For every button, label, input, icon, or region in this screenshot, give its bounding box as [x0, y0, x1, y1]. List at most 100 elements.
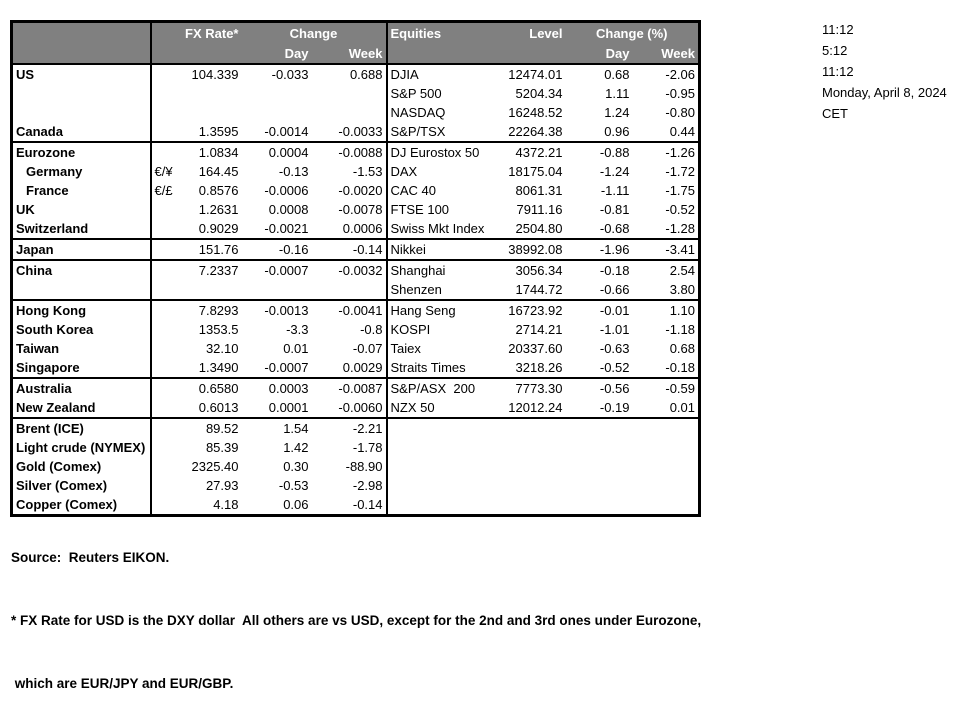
fx-pair-cell	[150, 299, 184, 320]
equity-name-cell: Nikkei	[385, 238, 500, 260]
fx-rate-cell: 151.76	[183, 238, 242, 260]
footnotes: Source: Reuters EIKON. * FX Rate for USD…	[11, 505, 701, 715]
market-name-cell: China	[11, 259, 152, 280]
equity-level-cell: 3056.34	[499, 259, 566, 280]
equity-level-cell: 18175.04	[508, 164, 563, 179]
equity-change-week-cell: 0.44	[669, 124, 695, 139]
equity-change-day-cell: 0.96	[604, 124, 630, 139]
equity-change-week-cell: 3.80	[669, 282, 695, 297]
fx-change-day-cell: -3.3	[286, 322, 309, 337]
equity-change-day-cell	[566, 438, 633, 457]
fx-change-week-cell: -0.0020	[338, 183, 383, 198]
eq-day-header: Day	[565, 44, 633, 65]
table-row: Germany €/¥ 164.45 -0.13 -1.53 DAX 18175…	[11, 162, 700, 181]
fx-pair-cell	[151, 438, 184, 457]
fx-pair-cell	[151, 200, 184, 219]
equity-name-cell: Shenzen	[385, 280, 500, 300]
fx-change-day-cell	[242, 280, 312, 300]
fx-rate-cell: 7.8293	[183, 299, 242, 320]
fx-rate-cell: 4.18	[213, 497, 239, 512]
fx-rate-cell: 7.2337	[183, 259, 242, 280]
equity-name-cell: Hang Seng	[385, 299, 500, 320]
header-row-2: Day Week Day Week	[11, 44, 700, 65]
header-row-1: FX Rate* Change Equities Level Change (%…	[11, 21, 700, 44]
fx-change-day-cell: -0.0007	[241, 259, 312, 280]
table-row: Gold (Comex) 2325.40 0.30 -88.90	[11, 457, 700, 476]
equity-change-day-cell: 1.24	[604, 105, 630, 120]
equity-level-cell: 20337.60	[508, 341, 563, 356]
equity-change-day-cell	[565, 417, 633, 438]
equity-name-cell: Taiex	[385, 339, 500, 358]
equity-change-day-cell: -1.24	[599, 164, 630, 179]
fx-change-day-cell: 0.0001	[268, 400, 309, 415]
fx-change-week-cell: 0.0029	[342, 360, 383, 375]
market-name-cell: Switzerland	[11, 219, 152, 239]
blank-header-cell	[183, 44, 242, 65]
equity-name-cell: Straits Times	[385, 358, 500, 378]
equity-name-cell: Swiss Mkt Index	[385, 219, 500, 239]
fx-rate-cell: 104.339	[191, 67, 239, 82]
source-line: Source: Reuters EIKON.	[11, 550, 170, 565]
fx-pair-cell	[151, 358, 184, 378]
market-name-cell	[11, 103, 152, 122]
equity-level-cell: 3218.26	[515, 360, 563, 375]
fx-rate-cell: 85.39	[205, 440, 239, 455]
fx-rate-cell	[184, 280, 242, 300]
fx-rate-cell: 0.9029	[198, 221, 239, 236]
equity-level-cell: 12012.24	[508, 400, 563, 415]
fx-pair-cell	[151, 103, 184, 122]
table-row: Brent (ICE) 89.52 1.54 -2.21	[11, 417, 700, 438]
fx-rate-cell: 0.8576	[198, 183, 239, 198]
equity-level-cell: 4372.21	[499, 141, 566, 162]
equity-change-week-cell: -0.59	[632, 377, 700, 398]
equities-header: Equities	[385, 21, 500, 44]
equity-change-day-cell: -0.19	[599, 400, 630, 415]
fx-change-day-cell	[242, 103, 312, 122]
equity-name-cell	[385, 495, 500, 516]
equity-change-week-cell: -1.72	[665, 164, 695, 179]
fx-rate-cell: 1.3490	[198, 360, 239, 375]
market-name-cell: New Zealand	[11, 398, 152, 418]
equity-change-day-cell: 0.68	[604, 67, 630, 82]
fx-rate-cell: 32.10	[205, 341, 239, 356]
fx-change-week-cell	[312, 84, 387, 103]
table-row: China 7.2337 -0.0007 -0.0032 Shanghai 30…	[11, 259, 700, 280]
equity-level-cell: 1744.72	[515, 282, 563, 297]
equity-name-cell: Shanghai	[385, 259, 500, 280]
equity-level-cell	[499, 417, 566, 438]
table-row: South Korea 1353.5 -3.3 -0.8 KOSPI 2714.…	[11, 320, 700, 339]
fx-rate-cell: 164.45	[198, 164, 239, 179]
equity-change-day-cell: -0.68	[599, 221, 630, 236]
fx-change-day-cell: -0.16	[241, 238, 312, 260]
table-row: NASDAQ 16248.52 1.24 -0.80	[11, 103, 700, 122]
equity-name-cell: KOSPI	[385, 320, 500, 339]
equity-level-cell: 7773.30	[499, 377, 566, 398]
fx-note-line-1: * FX Rate for USD is the DXY dollar All …	[11, 613, 702, 628]
fx-change-day-cell: 1.42	[283, 440, 309, 455]
equity-level-cell: 16723.92	[499, 299, 566, 320]
fx-rate-cell	[184, 84, 242, 103]
equity-name-cell: S&P/TSX	[385, 122, 500, 142]
equity-change-week-cell: -0.95	[665, 86, 695, 101]
equity-name-cell	[385, 417, 500, 438]
equity-level-cell: 2504.80	[515, 221, 563, 236]
table-row: Eurozone 1.0834 0.0004 -0.0088 DJ Eurost…	[11, 141, 700, 162]
equity-change-day-cell: -1.11	[600, 183, 630, 198]
equity-change-day-cell: -1.01	[599, 322, 630, 337]
fx-change-day-cell: 0.0008	[268, 202, 309, 217]
equity-level-cell: 7911.16	[516, 202, 563, 217]
equity-change-day-cell: -0.52	[599, 360, 630, 375]
fx-change-day-cell: -0.0014	[264, 124, 309, 139]
fx-week-header: Week	[311, 44, 387, 65]
fx-pair-cell	[150, 238, 184, 260]
fx-rate-cell: 1.3595	[198, 124, 239, 139]
fx-pair-cell: €/¥	[154, 164, 173, 179]
market-name-cell: Canada	[11, 122, 152, 142]
blank-header-cell	[499, 44, 566, 65]
equity-level-cell: 5204.34	[515, 86, 563, 101]
market-name-cell: France	[11, 181, 152, 200]
fx-pair-cell	[151, 398, 184, 418]
fx-change-day-cell: 0.0004	[241, 141, 312, 162]
table-row: S&P 500 5204.34 1.11 -0.95	[11, 84, 700, 103]
market-name-cell: Light crude (NYMEX)	[11, 438, 152, 457]
